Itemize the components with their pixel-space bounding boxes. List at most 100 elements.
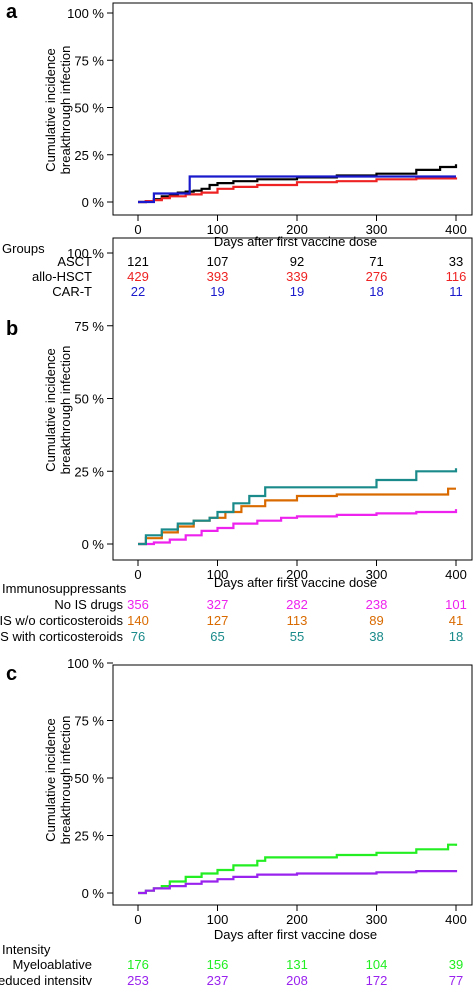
- x-tick-label: 200: [286, 567, 308, 582]
- y-axis-label: breakthrough infection: [58, 346, 73, 475]
- series-line-1: [138, 870, 458, 895]
- risk-table-value: 39: [449, 957, 463, 972]
- y-axis-label: Cumulative incidence: [43, 348, 58, 472]
- risk-table-value: 77: [449, 973, 463, 985]
- risk-table-value: 101: [445, 597, 467, 612]
- series-line-0: [138, 509, 458, 546]
- risk-table-value: 19: [290, 284, 304, 299]
- y-axis-label: breakthrough infection: [58, 46, 73, 175]
- y-axis-label: Cumulative incidence: [43, 48, 58, 172]
- risk-table-value: 71: [369, 254, 383, 269]
- risk-table-title: Groups: [2, 241, 45, 256]
- risk-table-value: 176: [127, 957, 149, 972]
- y-tick-label: 100 %: [67, 6, 104, 21]
- risk-table-value: 208: [286, 973, 308, 985]
- risk-table-value: 238: [366, 597, 388, 612]
- risk-table-value: 127: [207, 613, 229, 628]
- y-tick-label: 100 %: [67, 656, 104, 671]
- risk-table-value: 55: [290, 629, 304, 644]
- y-tick-label: 25 %: [74, 829, 104, 844]
- risk-table-row-label: ASCT: [57, 254, 92, 269]
- series-line-1: [138, 177, 458, 204]
- risk-table-value: 253: [127, 973, 149, 985]
- plot-frame-2: [112, 664, 473, 906]
- y-tick-label: 25 %: [74, 148, 104, 163]
- risk-table-value: 282: [286, 597, 308, 612]
- x-axis-label: Days after first vaccine dose: [214, 927, 377, 942]
- risk-table-value: 92: [290, 254, 304, 269]
- risk-table-row-label: No IS drugs: [54, 597, 123, 612]
- y-tick-label: 75 %: [74, 714, 104, 729]
- risk-table-value: 107: [207, 254, 229, 269]
- x-tick-label: 0: [134, 222, 141, 237]
- risk-table-value: 339: [286, 269, 308, 284]
- x-tick-label: 0: [134, 912, 141, 927]
- risk-table-value: 19: [210, 284, 224, 299]
- risk-table-value: 140: [127, 613, 149, 628]
- risk-table-value: 327: [207, 597, 229, 612]
- risk-table-value: 11: [449, 284, 463, 299]
- risk-table-value: 172: [366, 973, 388, 985]
- panel-label-c: c: [6, 663, 17, 685]
- risk-table-value: 393: [207, 269, 229, 284]
- x-tick-label: 100: [207, 912, 229, 927]
- risk-table-row-label: IS w/o corticosteroids: [0, 613, 123, 628]
- panel-label-b: b: [6, 318, 18, 340]
- x-tick-label: 0: [134, 567, 141, 582]
- risk-table-value: 131: [286, 957, 308, 972]
- risk-table-value: 38: [369, 629, 383, 644]
- series-line-2: [138, 468, 458, 546]
- risk-table-value: 116: [446, 269, 467, 284]
- y-tick-label: 100 %: [67, 246, 104, 261]
- panel-label-a: a: [6, 1, 18, 23]
- y-axis-label: breakthrough infection: [58, 716, 73, 845]
- risk-table-row-label: Myeloablative: [13, 957, 93, 972]
- risk-table-value: 156: [207, 957, 229, 972]
- risk-table-value: 18: [369, 284, 383, 299]
- x-tick-label: 200: [286, 222, 308, 237]
- y-axis-label: Cumulative incidence: [43, 718, 58, 842]
- x-axis-label: Days after first vaccine dose: [214, 575, 377, 590]
- y-tick-label: 75 %: [74, 319, 104, 334]
- risk-table-value: 22: [131, 284, 145, 299]
- x-tick-label: 300: [366, 567, 388, 582]
- risk-table-title: Immunosuppressants: [2, 581, 127, 596]
- x-tick-label: 400: [445, 222, 467, 237]
- y-tick-label: 50 %: [74, 392, 104, 407]
- y-tick-label: 0 %: [82, 886, 105, 901]
- risk-table-value: 76: [131, 629, 145, 644]
- risk-table-value: 18: [449, 629, 463, 644]
- risk-table-row-label: IS with corticosteroids: [0, 629, 123, 644]
- y-tick-label: 0 %: [82, 195, 105, 210]
- risk-table-value: 429: [127, 269, 149, 284]
- series-line-0: [138, 164, 458, 204]
- series-line-2: [138, 175, 456, 204]
- y-tick-label: 0 %: [82, 537, 105, 552]
- risk-table-value: 356: [127, 597, 149, 612]
- risk-table-value: 276: [366, 269, 388, 284]
- risk-table-value: 65: [210, 629, 224, 644]
- y-tick-label: 50 %: [74, 101, 104, 116]
- y-tick-label: 25 %: [74, 464, 104, 479]
- risk-table-value: 41: [449, 613, 463, 628]
- x-tick-label: 100: [207, 222, 229, 237]
- plot-frame-0: [112, 2, 473, 216]
- y-tick-label: 50 %: [74, 771, 104, 786]
- risk-table-row-label: allo-HSCT: [32, 269, 92, 284]
- risk-table-row-label: Reduced intensity: [0, 973, 92, 985]
- x-tick-label: 400: [445, 912, 467, 927]
- risk-table-value: 89: [369, 613, 383, 628]
- y-tick-label: 75 %: [74, 53, 104, 68]
- risk-table-value: 33: [449, 254, 463, 269]
- x-tick-label: 300: [366, 912, 388, 927]
- x-tick-label: 200: [286, 912, 308, 927]
- risk-table-value: 121: [127, 254, 149, 269]
- risk-table-value: 113: [287, 613, 308, 628]
- risk-table-title: Intensity: [2, 942, 51, 957]
- x-tick-label: 300: [366, 222, 388, 237]
- x-axis-label: Days after first vaccine dose: [214, 234, 377, 249]
- x-tick-label: 100: [207, 567, 229, 582]
- risk-table-value: 104: [366, 957, 388, 972]
- risk-table-row-label: CAR-T: [52, 284, 92, 299]
